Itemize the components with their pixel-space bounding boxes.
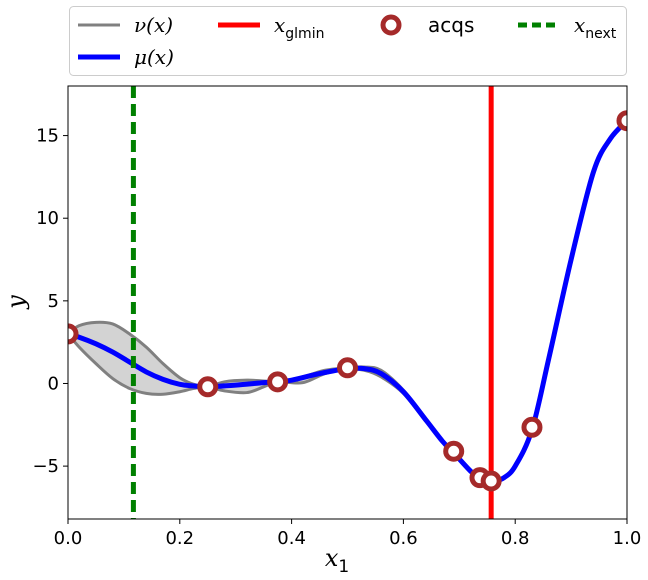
x-tick-label-1: 0.2 [165,528,194,549]
legend-next-label: xnext [574,13,617,42]
x-axis-title: x1 [325,544,349,577]
y-tick-label-3: 10 [36,208,59,229]
axes-frame [67,85,628,520]
plot-area [68,86,627,519]
legend-acqs-swatch [380,14,402,36]
legend-glmin-sub: glmin [285,26,324,42]
acq-point-1 [197,376,219,398]
legend-next-base: x [574,13,585,37]
acq-point-8 [616,110,627,132]
y-tick-label-2: 5 [48,291,59,312]
y-tick-label-1: 0 [48,373,59,394]
y-tick-label-4: 15 [36,126,59,147]
nu-band-fill [68,322,426,422]
x-tick-label-5: 1.0 [613,528,642,549]
x-tick-label-0: 0.0 [54,528,83,549]
legend-nu-label: ν(x) [134,13,173,37]
legend-glmin-label: xglmin [274,13,324,42]
acq-point-2 [267,371,289,393]
x-tick-label-3: 0.6 [389,528,418,549]
x-axis-title-base: x [325,544,339,572]
legend-mu-label: μ(x) [134,45,174,69]
legend-frame [69,6,627,76]
acq-point-3 [337,357,358,379]
acq-point-7 [521,416,543,438]
acq-point-6 [480,470,502,492]
mu-line [68,118,627,485]
x-tick-label-4: 0.8 [501,528,530,549]
legend-glmin-base: x [274,13,285,37]
legend-next-sub: next [585,26,617,42]
acq-point-4 [443,440,465,462]
acq-point-0 [68,323,79,345]
legend-acqs-label: acqs [428,13,474,37]
x-tick-label-2: 0.4 [277,528,306,549]
y-tick-label-0: −5 [32,456,59,477]
y-axis-title: y [2,295,30,310]
legend: ν(x) μ(x) xglmin acqs xnext [69,6,627,76]
ticks: 0.0 0.2 0.4 0.6 0.8 1.0 −5 0 5 10 15 [32,126,641,549]
x-axis-title-sub: 1 [338,557,349,577]
